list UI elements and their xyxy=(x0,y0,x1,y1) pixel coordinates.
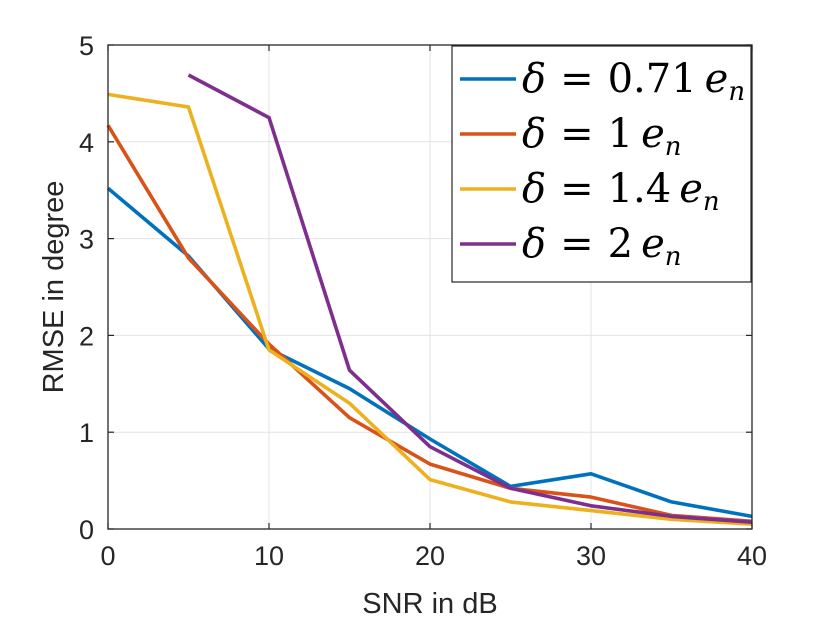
x-tick-labels: 0 10 20 30 40 xyxy=(100,541,767,571)
x-tick-label: 10 xyxy=(254,541,284,571)
legend-entry-4: δ = 2 en xyxy=(522,221,681,272)
y-tick-label: 5 xyxy=(79,31,94,61)
legend-entry-1: δ = 0.71 en xyxy=(522,56,745,107)
x-tick-label: 20 xyxy=(415,541,445,571)
x-tick-label: 30 xyxy=(576,541,606,571)
x-tick-label: 0 xyxy=(100,541,115,571)
y-tick-label: 3 xyxy=(79,225,94,255)
y-tick-label: 4 xyxy=(79,128,94,158)
series-line-2 xyxy=(106,124,753,524)
series-line-4 xyxy=(187,73,753,524)
series-line-3 xyxy=(107,92,753,526)
x-axis-label: SNR in dB xyxy=(362,588,497,620)
y-tick-label: 2 xyxy=(79,321,94,351)
series-layer xyxy=(106,73,753,526)
y-tick-label: 0 xyxy=(79,515,94,545)
y-tick-labels: 0 1 2 3 4 5 xyxy=(79,31,94,545)
y-tick-label: 1 xyxy=(79,418,94,448)
x-tick-label: 40 xyxy=(737,541,767,571)
legend: δ = 0.71 enδ = 1 enδ = 1.4 enδ = 2 en xyxy=(451,45,752,283)
legend-entry-2: δ = 1 en xyxy=(522,111,681,162)
y-axis-label: RMSE in degree xyxy=(38,181,70,394)
legend-entry-3: δ = 1.4 en xyxy=(522,166,720,217)
